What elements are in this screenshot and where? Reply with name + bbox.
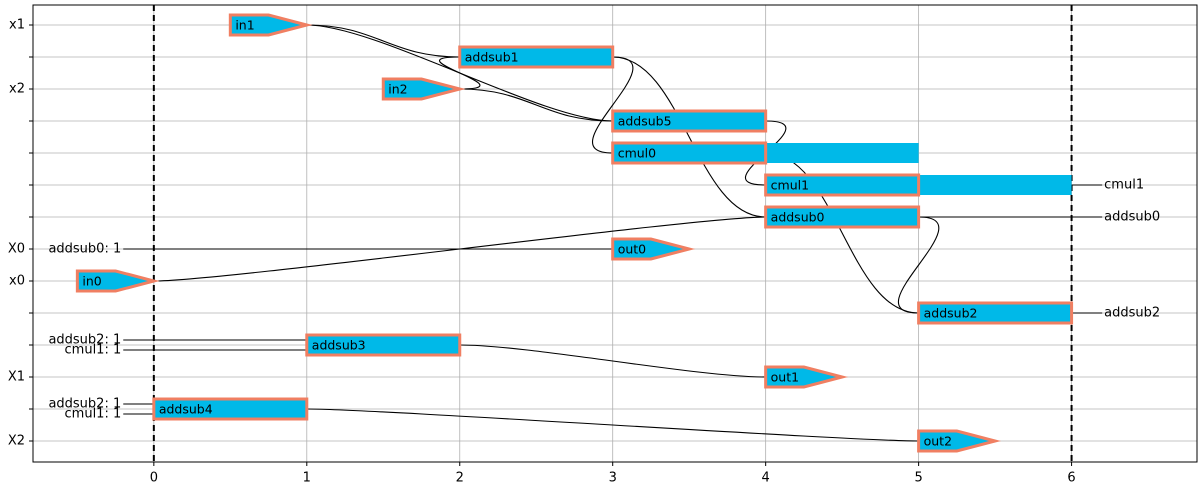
task-arrow: [917, 429, 1002, 453]
task-box: [611, 109, 768, 133]
task-box: [917, 301, 1074, 325]
task-label: in2: [388, 82, 407, 97]
edge: [439, 56, 481, 90]
y-tick-label: X2: [8, 434, 25, 449]
hold-bar: [918, 175, 1072, 196]
task-label: in0: [82, 274, 101, 289]
y-tick-label: x0: [9, 274, 25, 289]
y-tick-label: X0: [8, 242, 25, 257]
task-label: out1: [771, 370, 799, 385]
plot-frame: [32, 4, 1198, 463]
task-label: in1: [235, 18, 254, 33]
task-label: cmul1: [771, 178, 809, 193]
edge: [459, 344, 766, 378]
edge: [306, 24, 460, 58]
input-label: cmul1: 1: [65, 407, 122, 422]
edge: [897, 216, 940, 314]
y-tick-label: x1: [9, 18, 25, 33]
input-label: addsub0: 1: [48, 242, 121, 257]
output-label: addsub2: [1104, 306, 1160, 321]
input-label: addsub2: 1: [48, 333, 121, 348]
x-tick-label: 0: [150, 471, 158, 486]
x-tick-label: 4: [762, 471, 770, 486]
task-label: cmul0: [618, 146, 656, 161]
task-arrow: [381, 77, 466, 101]
task-box: [764, 173, 921, 197]
x-tick-label: 5: [914, 471, 922, 486]
task-label: addsub5: [618, 114, 672, 129]
x-tick-label: 6: [1067, 471, 1075, 486]
task-arrow: [764, 365, 849, 389]
y-tick-label: x2: [9, 82, 25, 97]
input-label: cmul1: 1: [65, 343, 122, 358]
task-box: [764, 205, 921, 229]
edge: [459, 88, 613, 122]
task-box: [458, 45, 615, 69]
x-tick-label: 3: [609, 471, 617, 486]
output-label: addsub0: [1104, 210, 1160, 225]
task-arrow: [75, 269, 160, 293]
task-arrow: [611, 237, 696, 261]
task-label: addsub3: [312, 338, 366, 353]
task-box: [305, 333, 462, 357]
edge: [612, 56, 766, 218]
task-box: [152, 397, 309, 421]
task-arrow: [228, 13, 313, 37]
hold-bar: [765, 143, 919, 164]
input-label: addsub2: 1: [48, 397, 121, 412]
edge: [591, 56, 634, 154]
task-label: addsub0: [771, 210, 825, 225]
task-label: out2: [924, 434, 952, 449]
x-tick-label: 2: [456, 471, 464, 486]
task-label: addsub4: [159, 402, 213, 417]
y-tick-label: X1: [8, 370, 25, 385]
task-label: out0: [618, 242, 646, 257]
task-label: addsub2: [924, 306, 978, 321]
output-label: cmul1: [1104, 178, 1144, 193]
x-tick-label: 1: [303, 471, 311, 486]
edge: [306, 408, 919, 442]
task-label: addsub1: [465, 50, 519, 65]
task-box: [611, 141, 768, 165]
